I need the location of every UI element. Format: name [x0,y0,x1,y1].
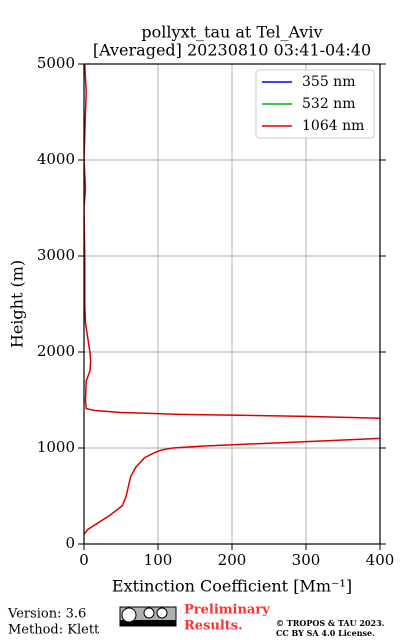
profile-line [84,64,380,535]
cc-logo [119,606,177,627]
status-line-1: Preliminary [184,603,270,618]
legend: 355 nm 532 nm 1064 nm [255,69,375,139]
method: Method: Klett [8,623,100,638]
y-tick-label: 3000 [37,246,75,264]
chart-title: pollyxt_tau at Tel_Aviv [141,23,322,42]
y-axis-label: Height (m) [8,260,27,348]
legend-label: 355 nm [302,74,355,90]
chart-subtitle: [Averaged] 20230810 03:41-04:40 [93,41,371,60]
copyright-line-2: CC BY SA 4.0 License. [276,628,375,638]
x-tick-label: 0 [79,551,89,569]
version: Version: 3.6 [7,607,86,622]
x-tick-label: 300 [292,551,321,569]
status-line-2: Results. [184,619,243,634]
y-tick-label: 5000 [37,54,75,72]
copyright-line-1: © TROPOS & TAU 2023. [276,618,385,628]
y-tick-label: 4000 [37,150,75,168]
y-tick-label: 2000 [37,342,75,360]
x-axis-label: Extinction Coefficient [Mm⁻¹] [112,577,352,596]
legend-label: 532 nm [302,96,355,112]
plot-lines [84,64,380,535]
x-tick-label: 400 [366,551,395,569]
y-tick-label: 1000 [37,438,75,456]
x-tick-label: 100 [144,551,173,569]
x-tick-label: 200 [218,551,247,569]
legend-box [255,69,375,139]
y-tick-label: 0 [65,534,75,552]
legend-label: 1064 nm [302,118,364,134]
